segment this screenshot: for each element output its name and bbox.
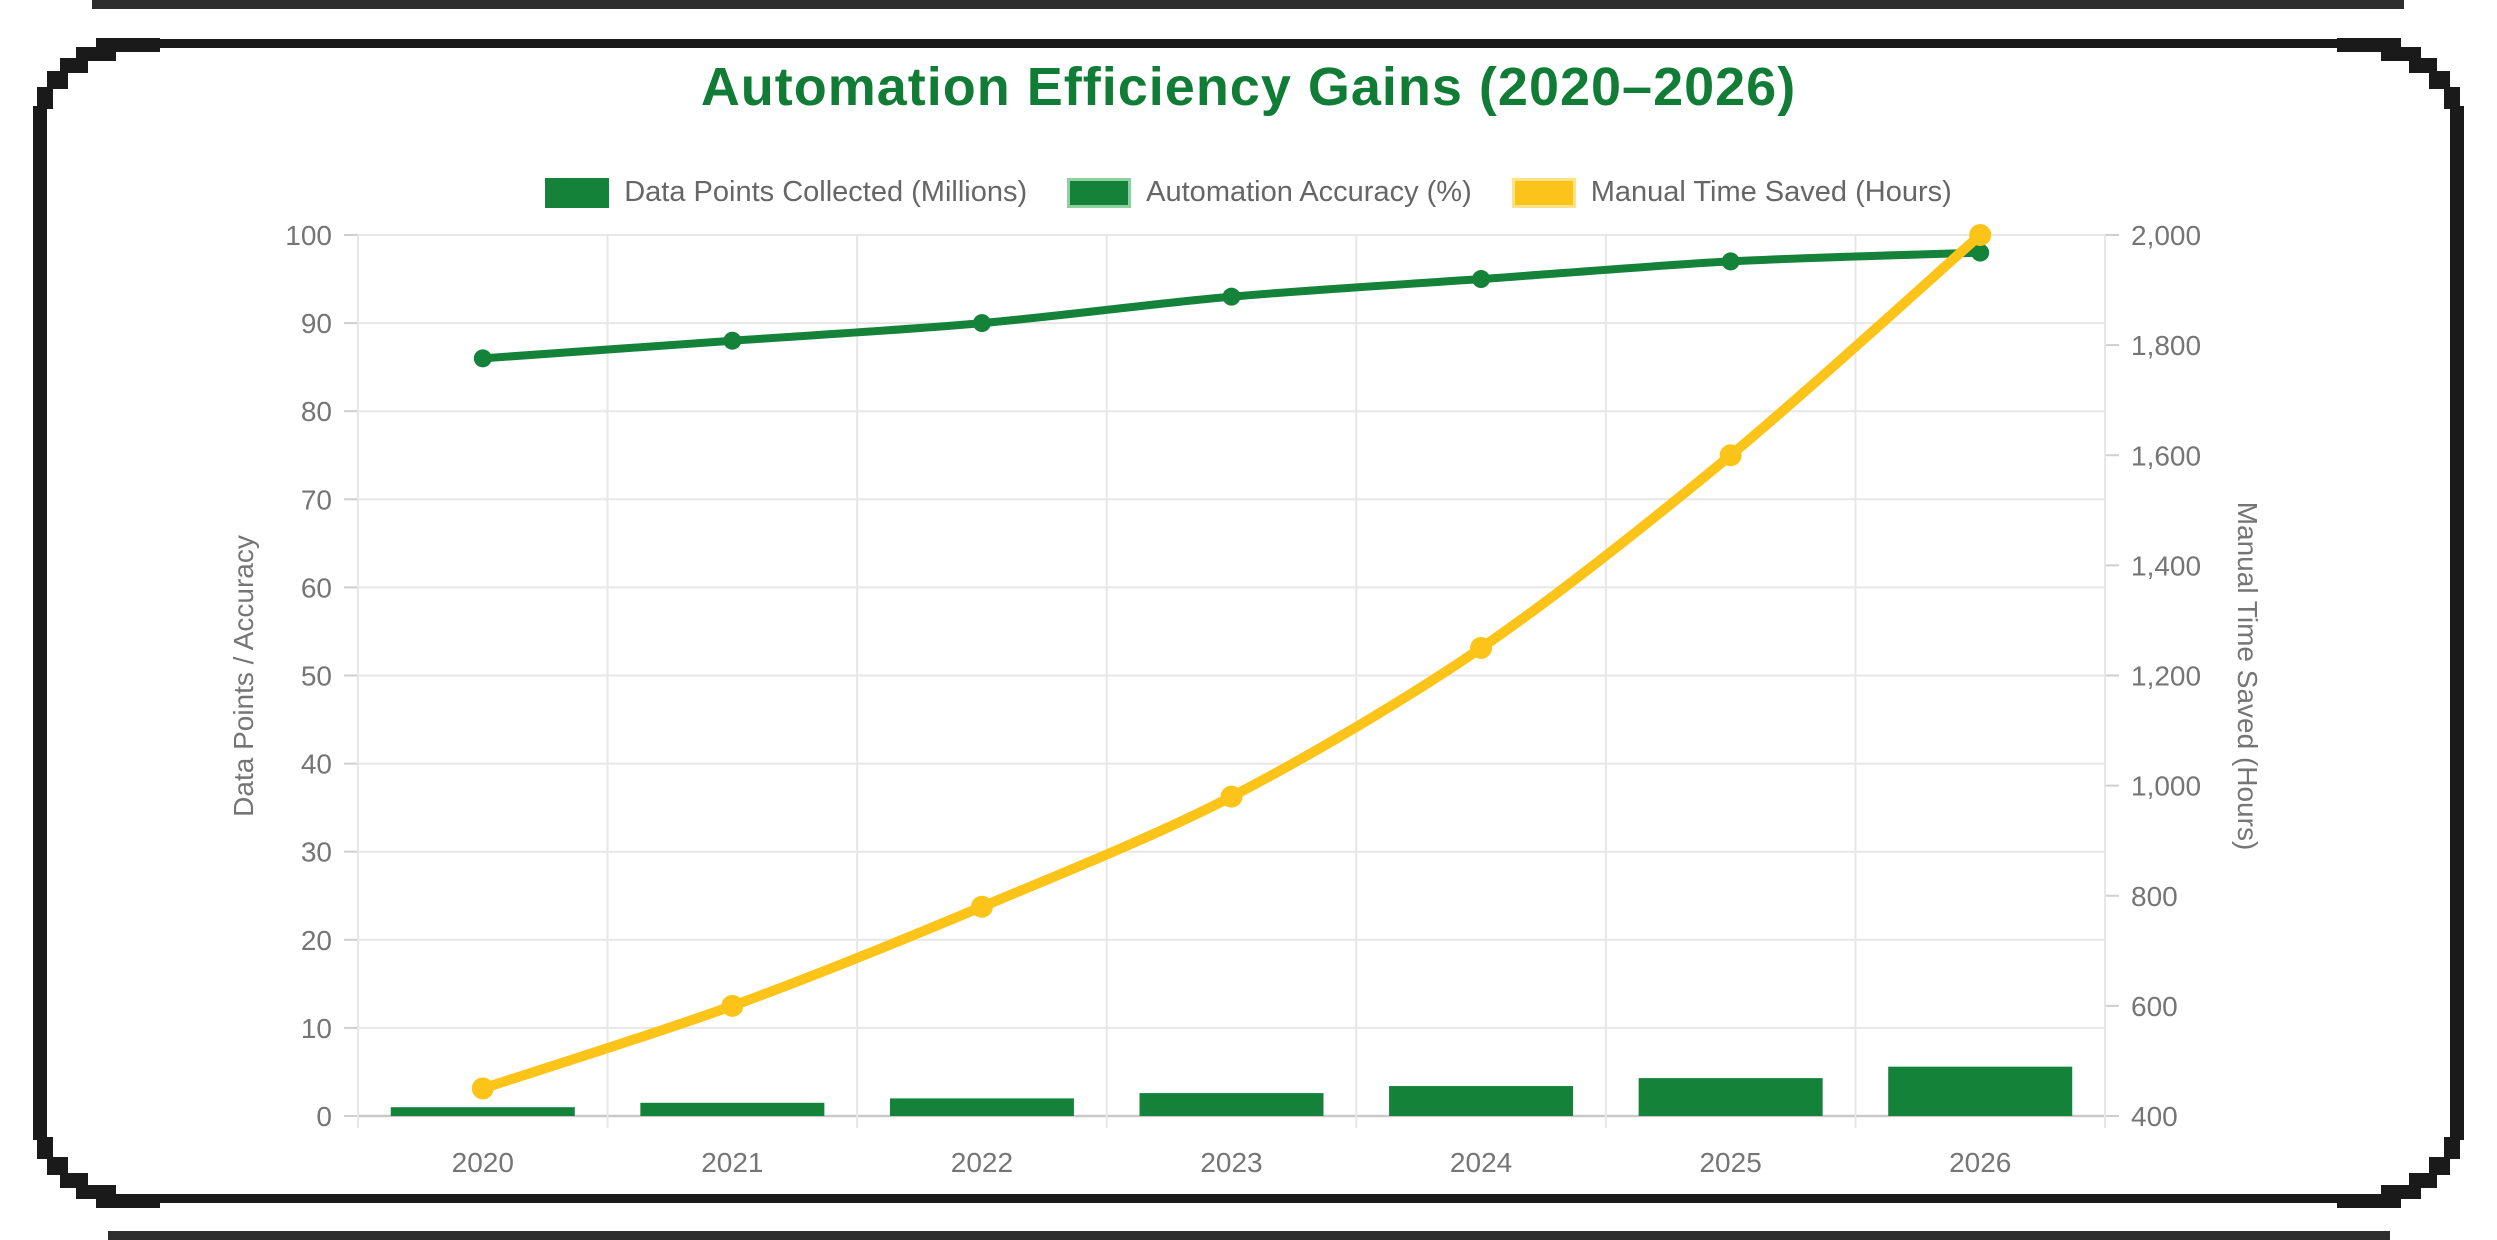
bar-2020 bbox=[390, 1107, 575, 1116]
data-point-2025 bbox=[1719, 444, 1742, 467]
left-axis-tick-label: 90 bbox=[301, 308, 332, 339]
legend-item-3[interactable]: Manual Time Saved (Hours) bbox=[1511, 176, 1952, 209]
data-point-2023 bbox=[1220, 785, 1243, 808]
legend-label: Automation Accuracy (%) bbox=[1146, 176, 1472, 208]
left-axis-tick-label: 60 bbox=[301, 572, 332, 603]
data-point-2020 bbox=[473, 349, 492, 368]
inner-border bbox=[33, 38, 2464, 1208]
x-axis-tick-label: 2024 bbox=[1450, 1147, 1512, 1178]
data-point-2021 bbox=[723, 331, 742, 350]
right-axis-title: Manual Time Saved (Hours) bbox=[2232, 502, 2263, 851]
legend-swatch bbox=[1511, 177, 1576, 208]
x-axis-tick-label: 2025 bbox=[1699, 1147, 1761, 1178]
legend-item-1[interactable]: Data Points Collected (Millions) bbox=[545, 176, 1027, 209]
line-series bbox=[477, 230, 1986, 1094]
x-axis-tick-label: 2023 bbox=[1200, 1147, 1262, 1178]
legend-label: Data Points Collected (Millions) bbox=[624, 176, 1028, 208]
legend-label: Manual Time Saved (Hours) bbox=[1590, 176, 1952, 208]
legend-swatch bbox=[545, 177, 610, 208]
outer-border-cropped bbox=[92, 0, 2404, 1240]
chart-legend: Data Points Collected (Millions) Automati… bbox=[0, 176, 2497, 209]
bar-2023 bbox=[1139, 1093, 1324, 1116]
right-axis-tick-label: 1,200 bbox=[2131, 661, 2201, 692]
legend-item-2[interactable]: Automation Accuracy (%) bbox=[1067, 176, 1472, 209]
right-axis-tick-label: 600 bbox=[2131, 991, 2178, 1022]
x-axis-tick-label: 2026 bbox=[1949, 1147, 2011, 1178]
x-axis-tick-label: 2021 bbox=[701, 1147, 763, 1178]
left-axis-tick-label: 70 bbox=[301, 484, 332, 515]
left-axis-tick-label: 30 bbox=[301, 837, 332, 868]
legend-swatch bbox=[1067, 177, 1132, 208]
right-axis-tick-label: 400 bbox=[2131, 1101, 2178, 1132]
data-point-2024 bbox=[1470, 636, 1493, 659]
chart-title: Automation Efficiency Gains (2020–2026) bbox=[700, 57, 1797, 117]
bar-2021 bbox=[640, 1102, 825, 1116]
data-point-2025 bbox=[1721, 252, 1740, 271]
data-point-2024 bbox=[1472, 270, 1491, 289]
left-axis-tick-label: 20 bbox=[301, 925, 332, 956]
left-axis-tick-label: 100 bbox=[285, 220, 332, 251]
left-axis-title: Data Points / Accuracy bbox=[228, 535, 259, 817]
right-axis-tick-label: 1,000 bbox=[2131, 771, 2201, 802]
left-axis-tick-label: 40 bbox=[301, 749, 332, 780]
right-axis-tick-label: 1,800 bbox=[2131, 330, 2201, 361]
data-point-2022 bbox=[970, 895, 993, 918]
data-point-2026 bbox=[1969, 224, 1992, 246]
right-axis-tick-label: 2,000 bbox=[2131, 220, 2201, 251]
data-point-2023 bbox=[1222, 287, 1241, 306]
left-axis-tick-label: 50 bbox=[301, 661, 332, 692]
bar-2026 bbox=[1888, 1066, 2073, 1116]
data-point-2022 bbox=[972, 314, 991, 333]
left-axis-tick-label: 80 bbox=[301, 396, 332, 427]
right-axis-tick-label: 1,400 bbox=[2131, 550, 2201, 581]
left-axis-tick-label: 10 bbox=[301, 1013, 332, 1044]
data-point-2021 bbox=[721, 994, 744, 1017]
bar-2024 bbox=[1389, 1086, 1574, 1116]
bar-2022 bbox=[889, 1098, 1074, 1116]
data-point-2020 bbox=[471, 1077, 494, 1100]
x-axis-tick-label: 2022 bbox=[951, 1147, 1013, 1178]
bar-2025 bbox=[1638, 1078, 1823, 1116]
x-axis-tick-label: 2020 bbox=[452, 1147, 514, 1178]
right-axis-tick-label: 1,600 bbox=[2131, 440, 2201, 471]
right-axis-tick-label: 800 bbox=[2131, 881, 2178, 912]
data-point-2026 bbox=[1971, 243, 1990, 262]
left-axis-tick-label: 0 bbox=[316, 1101, 332, 1132]
